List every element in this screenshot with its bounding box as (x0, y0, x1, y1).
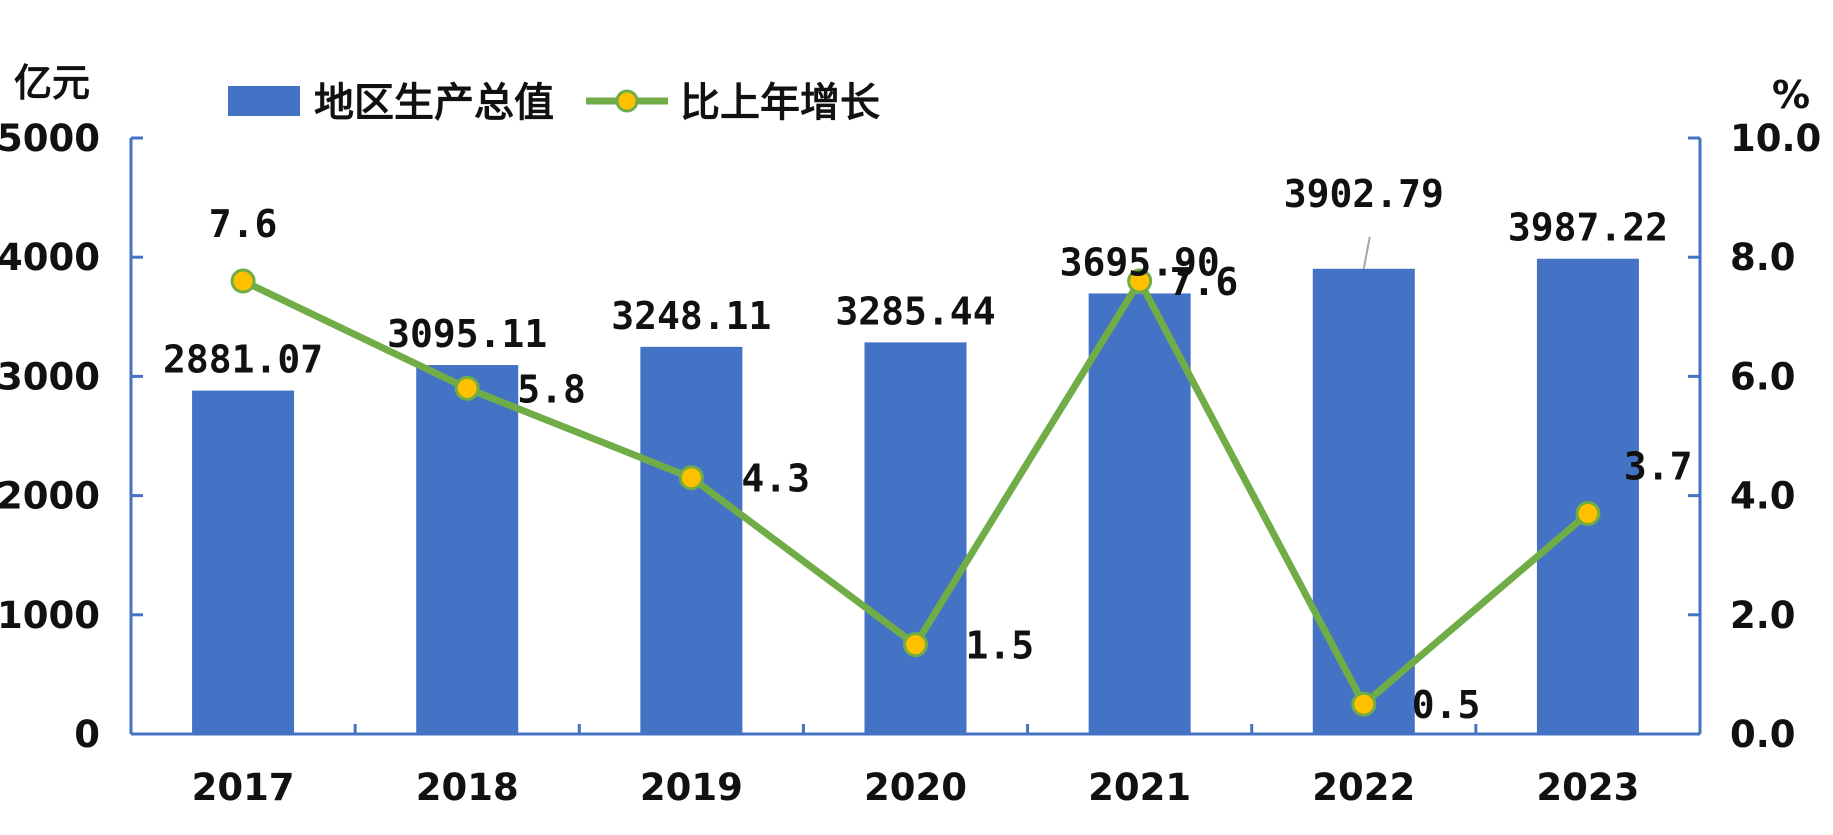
growth-marker-2022 (1351, 691, 1377, 717)
bar-value-label-2017: 2881.07 (163, 338, 323, 382)
bar-value-label-2021: 3695.90 (1060, 240, 1220, 284)
left-tick-label-3000: 3000 (0, 355, 100, 398)
x-tick-label-2020: 2020 (864, 766, 967, 809)
x-tick-label-2021: 2021 (1088, 766, 1191, 809)
growth-value-label-2018: 5.8 (517, 367, 586, 411)
left-tick-label-2000: 2000 (0, 475, 100, 518)
axes: 0 1000 2000 3000 4000 5000 0.0 2.0 4.0 6.0 8.0 10.0… (0, 117, 1821, 809)
legend-label-gdp: 地区生产总值 (314, 80, 554, 126)
left-tick-label-0: 0 (74, 713, 100, 756)
bar-2023 (1536, 258, 1639, 734)
right-tick-label-2.0: 2.0 (1730, 594, 1796, 637)
bar-value-label-2023: 3987.22 (1508, 206, 1668, 250)
left-axis-unit: 亿元 (14, 61, 90, 105)
x-tick-label-2023: 2023 (1536, 766, 1639, 809)
data-labels: 2881.07 3095.11 3248.11 3285.44 3695.90 3902.… (163, 172, 1693, 727)
right-tick-label-6.0: 6.0 (1730, 355, 1796, 398)
bar-value-label-2022: 3902.79 (1284, 172, 1444, 216)
left-tick-label-1000: 1000 (0, 594, 100, 637)
growth-value-label-2017: 7.6 (209, 202, 278, 246)
bar-2018 (416, 365, 519, 734)
growth-marker-2020 (903, 632, 928, 658)
right-tick-label-4.0: 4.0 (1730, 475, 1796, 518)
bar-2017 (192, 390, 295, 734)
x-tick-label-2017: 2017 (192, 766, 295, 809)
growth-value-label-2021: 7.6 (1170, 260, 1239, 304)
legend-swatch-growth-marker (615, 89, 639, 113)
bar-value-label-2018: 3095.11 (387, 312, 547, 356)
bar-2022 (1312, 268, 1415, 734)
growth-value-label-2020: 1.5 (966, 624, 1035, 668)
growth-value-label-2019: 4.3 (741, 457, 810, 501)
x-tick-label-2022: 2022 (1312, 766, 1415, 809)
growth-marker-2018 (454, 375, 480, 401)
bar-value-label-2020: 3285.44 (835, 289, 995, 333)
bar-value-label-2019: 3248.11 (611, 294, 771, 338)
growth-marker-2017 (230, 268, 256, 294)
left-tick-label-4000: 4000 (0, 236, 100, 279)
growth-value-label-2023: 3.7 (1624, 444, 1693, 488)
right-tick-label-10.0: 10.0 (1730, 117, 1821, 160)
right-axis-unit: % (1772, 73, 1810, 117)
left-tick-label-5000: 5000 (0, 117, 100, 160)
growth-marker-2021 (1127, 268, 1153, 294)
x-tick-label-2018: 2018 (416, 766, 519, 809)
bar-2021 (1088, 293, 1191, 734)
growth-value-label-2022: 0.5 (1412, 683, 1481, 727)
leader-line-2022 (1362, 236, 1371, 269)
bar-2020 (864, 342, 967, 734)
legend-swatch-gdp (228, 86, 300, 116)
legend: 地区生产总值 比上年增长 (228, 80, 880, 126)
right-tick-label-0.0: 0.0 (1730, 713, 1796, 756)
x-tick-label-2019: 2019 (640, 766, 743, 809)
growth-marker-2019 (678, 465, 704, 491)
line-series (230, 268, 1601, 717)
bar-2019 (640, 346, 743, 734)
growth-marker-2023 (1575, 500, 1601, 526)
right-tick-label-8.0: 8.0 (1730, 236, 1796, 279)
bar-series (192, 258, 1639, 734)
legend-label-growth: 比上年增长 (680, 80, 880, 126)
